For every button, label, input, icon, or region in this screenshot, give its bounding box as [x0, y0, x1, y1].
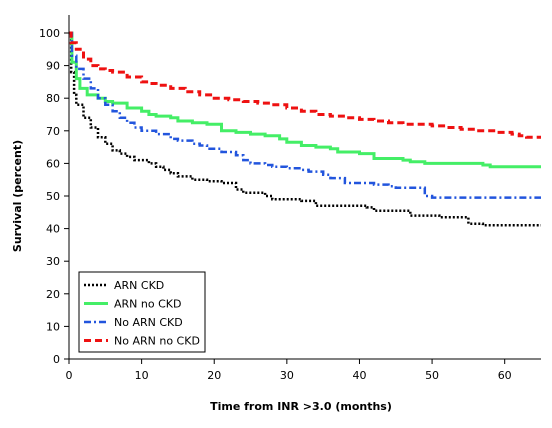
axes: 0 10 20 30 40 50 60 70 80 90 100 0 10 20 30 40 50 60 — [39, 15, 541, 382]
series-line-1 — [69, 31, 541, 227]
x-tick-label: 50 — [425, 369, 439, 382]
y-tick-label: 60 — [46, 157, 60, 170]
x-tick-label: 60 — [498, 369, 512, 382]
y-tick-label: 10 — [46, 320, 60, 333]
y-tick-label: 100 — [39, 27, 60, 40]
legend-label-2: ARN no CKD — [114, 298, 181, 311]
y-axis-title: Survival (percent) — [11, 140, 24, 252]
legend-label-4: No ARN no CKD — [114, 335, 200, 348]
y-tick-label: 90 — [46, 60, 60, 73]
y-tick-label: 40 — [46, 223, 60, 236]
plot-area — [69, 31, 541, 227]
legend: ARN CKD ARN no CKD No ARN CKD No ARN no CKD — [78, 271, 206, 353]
y-tick-label: 70 — [46, 125, 60, 138]
y-tick-label: 30 — [46, 255, 60, 268]
series-line-3 — [69, 31, 541, 199]
x-tick-label: 30 — [280, 369, 294, 382]
x-tick-label: 40 — [352, 369, 366, 382]
series-line-4 — [69, 31, 541, 139]
x-tick-label: 10 — [135, 369, 149, 382]
x-tick-label: 20 — [207, 369, 221, 382]
y-tick-label: 80 — [46, 92, 60, 105]
legend-label-1: ARN CKD — [114, 279, 164, 292]
series-line-2 — [69, 31, 541, 169]
y-tick-label: 0 — [53, 353, 60, 366]
y-tick-label: 20 — [46, 288, 60, 301]
x-tick-label: 0 — [66, 369, 73, 382]
legend-label-3: No ARN CKD — [114, 316, 183, 329]
x-axis-title: Time from INR >3.0 (months) — [210, 400, 392, 413]
y-tick-label: 50 — [46, 190, 60, 203]
